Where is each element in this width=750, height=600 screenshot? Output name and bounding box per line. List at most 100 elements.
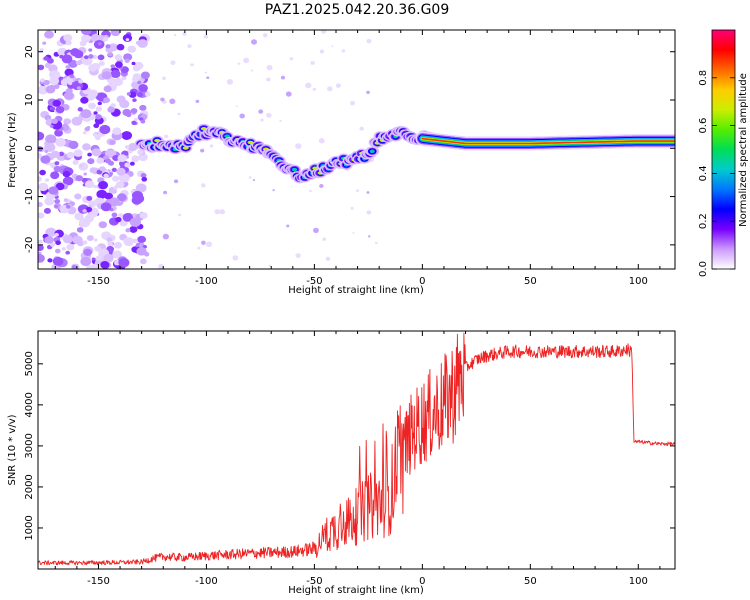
noise-blob <box>54 198 61 204</box>
noise-blob <box>40 78 45 83</box>
noise-blob <box>50 171 60 180</box>
spectrogram-frame <box>37 29 676 270</box>
noise-blob <box>62 176 74 186</box>
noise-blob <box>305 82 312 89</box>
noise-blob <box>99 124 111 135</box>
noise-blob <box>83 55 89 60</box>
noise-blob <box>140 119 146 124</box>
y-tick-label: -20 <box>24 237 35 253</box>
noise-blob <box>368 235 371 238</box>
noise-blob <box>91 212 98 218</box>
noise-blob <box>88 54 94 59</box>
noise-blob <box>126 92 132 96</box>
spectrogram-blobs <box>38 30 378 269</box>
noise-blob <box>134 117 139 122</box>
noise-blob <box>96 157 105 164</box>
colorbar-tick-label: 0.2 <box>698 213 709 229</box>
noise-blob <box>132 98 137 103</box>
noise-blob <box>195 99 200 104</box>
noise-blob <box>112 127 122 135</box>
noise-blob <box>235 105 238 108</box>
y-tick-label: 0 <box>24 145 35 151</box>
colorbar-gradient <box>711 29 736 270</box>
noise-blob <box>80 256 92 267</box>
noise-blob <box>110 69 121 79</box>
noise-blob <box>44 30 54 39</box>
noise-blob <box>55 240 61 246</box>
noise-blob <box>103 173 109 179</box>
noise-blob <box>39 169 46 176</box>
noise-blob <box>319 49 325 54</box>
noise-blob <box>88 102 96 110</box>
noise-blob <box>160 97 165 102</box>
noise-blob <box>48 137 54 142</box>
noise-blob <box>125 38 130 42</box>
noise-blob <box>131 155 140 163</box>
noise-blob <box>81 165 86 169</box>
noise-blob <box>91 148 102 157</box>
noise-blob <box>44 144 50 149</box>
noise-blob <box>131 61 136 66</box>
noise-blob <box>201 240 206 245</box>
noise-blob <box>113 77 123 86</box>
noise-blob <box>321 30 327 34</box>
noise-blob <box>52 256 64 266</box>
noise-blob <box>374 241 378 245</box>
noise-blob <box>39 48 44 52</box>
noise-blob <box>219 209 225 215</box>
noise-blob <box>88 48 93 52</box>
noise-blob <box>59 54 64 59</box>
noise-blob <box>262 33 268 38</box>
noise-blob <box>197 246 201 250</box>
spectrogram-x-ticks: -150 -100 -50 0 50 100 <box>54 30 661 287</box>
noise-blob <box>87 152 92 157</box>
noise-blob <box>77 59 83 65</box>
noise-blob <box>49 70 61 80</box>
noise-blob <box>366 90 370 95</box>
noise-blob <box>54 161 60 166</box>
ridge-blob <box>225 135 229 138</box>
noise-blob <box>46 57 54 64</box>
noise-blob <box>58 151 65 157</box>
noise-blob <box>64 68 74 77</box>
snr-panel: -150 -100 -50 0 50 100 1000 2000 3000 4000 5000 H… <box>7 330 676 596</box>
noise-blob <box>114 185 119 189</box>
noise-blob <box>77 107 83 112</box>
noise-blob <box>82 240 88 245</box>
noise-blob <box>319 183 324 188</box>
figure-title: PAZ1.2025.042.20.36.G09 <box>265 2 450 18</box>
snr-y-ticks: 1000 2000 3000 4000 5000 <box>24 351 675 541</box>
y-tick-label: 2000 <box>24 474 35 499</box>
noise-blob <box>312 87 317 91</box>
y-tick-label: 5000 <box>24 351 35 376</box>
noise-blob <box>266 64 273 71</box>
noise-blob <box>47 258 53 263</box>
noise-blob <box>352 231 355 234</box>
noise-blob <box>136 247 147 256</box>
noise-blob <box>136 91 144 98</box>
noise-blob <box>112 175 120 182</box>
noise-blob <box>250 69 254 72</box>
noise-blob <box>135 183 147 193</box>
noise-blob <box>169 98 176 105</box>
noise-blob <box>129 226 138 233</box>
noise-blob <box>137 80 142 85</box>
noise-blob <box>80 96 89 104</box>
noise-blob <box>103 37 109 42</box>
noise-blob <box>63 118 72 125</box>
noise-blob <box>67 81 73 86</box>
noise-blob <box>68 140 79 150</box>
noise-blob <box>111 212 118 218</box>
x-tick-label: -100 <box>195 276 218 287</box>
colorbar-tick-label: 0.8 <box>698 70 709 86</box>
noise-blob <box>91 257 96 261</box>
noise-blob <box>279 119 282 122</box>
noise-blob <box>129 161 135 166</box>
noise-blob <box>106 237 113 243</box>
noise-blob <box>145 91 151 97</box>
noise-blob <box>124 145 130 149</box>
noise-blob <box>258 109 264 114</box>
y-tick-label: 1000 <box>24 515 35 540</box>
noise-blob <box>95 114 102 120</box>
